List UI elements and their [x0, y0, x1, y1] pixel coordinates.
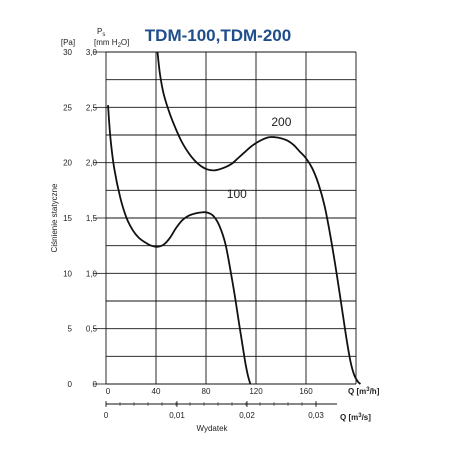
pa-tick-label: 10 [63, 269, 72, 278]
m3s-unit-label: Q [m3/s] [340, 413, 371, 422]
m3h-tick-label: 120 [249, 387, 263, 396]
mmh2o-tick-label: 1,0 [86, 269, 98, 278]
m3h-axis-ticks: 0 40 80 120 160 [106, 387, 313, 396]
mmh2o-tick-label: 0,5 [86, 325, 98, 334]
pa-tick-label: 30 [63, 48, 72, 57]
mmh2o-tick-label: 2,0 [86, 159, 98, 168]
curve-200 [156, 51, 362, 385]
pressure-symbol: Ps [97, 27, 105, 38]
pa-tick-label: 20 [63, 159, 72, 168]
curves: 100 200 [107, 51, 362, 385]
mmh2o-unit-label: [mm H2O] [94, 38, 129, 49]
m3s-axis: 0 0,01 0,02 0,03 [104, 401, 337, 420]
mmh2o-tick-label: 1,5 [86, 214, 98, 223]
mmh2o-tick-label: 3,0 [86, 48, 98, 57]
pa-unit-label: [Pa] [61, 38, 75, 47]
x-axis-label: Wydatek [196, 424, 228, 433]
mmh2o-axis-ticks: 0 0,5 1,0 1,5 2,0 2,5 3,0 [86, 48, 98, 389]
pa-tick-label: 5 [68, 325, 73, 334]
m3h-tick-label: 40 [152, 387, 161, 396]
pa-axis-ticks: 0 5 10 15 20 25 30 [63, 48, 106, 389]
m3s-tick-label: 0,01 [169, 411, 185, 420]
chart-title: TDM-100,TDM-200 [145, 26, 291, 45]
mmh2o-tick-label: 2,5 [86, 103, 98, 112]
m3s-tick-label: 0,03 [308, 411, 324, 420]
curve-label-200: 200 [271, 115, 291, 129]
m3h-tick-label: 160 [299, 387, 313, 396]
m3s-tick-label: 0,02 [239, 411, 255, 420]
curve-100 [107, 105, 252, 385]
pa-tick-label: 15 [63, 214, 72, 223]
pa-tick-label: 0 [68, 380, 73, 389]
m3h-tick-label: 80 [202, 387, 211, 396]
curve-label-100: 100 [227, 187, 247, 201]
m3h-unit-label: Q [m3/h] [348, 387, 380, 396]
m3h-tick-label: 0 [106, 387, 111, 396]
pa-tick-label: 25 [63, 103, 72, 112]
grid [105, 51, 357, 385]
y-axis-label: Ciśnienie statyczne [50, 183, 59, 252]
mmh2o-tick-label: 0 [93, 380, 98, 389]
m3s-tick-label: 0 [104, 411, 109, 420]
